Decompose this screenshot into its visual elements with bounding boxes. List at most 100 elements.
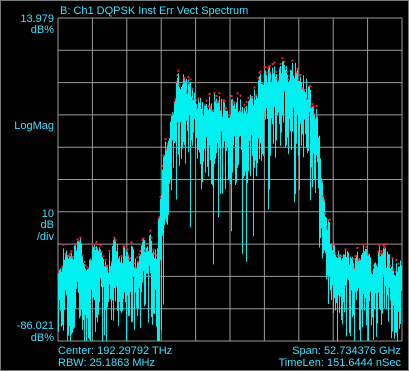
peak-marker	[394, 270, 397, 273]
peak-marker	[110, 260, 113, 263]
peak-marker	[367, 253, 370, 256]
y-scale-value: 10	[41, 208, 54, 220]
peak-marker	[247, 96, 250, 99]
peak-marker	[322, 195, 325, 198]
peak-marker	[283, 60, 286, 63]
peak-marker	[137, 261, 140, 264]
peak-marker	[95, 241, 98, 244]
y-scale-per: /div	[36, 231, 54, 243]
peak-marker	[352, 258, 355, 261]
peak-marker	[356, 246, 359, 249]
peak-marker	[205, 99, 208, 102]
y-top-unit: dB%	[30, 24, 54, 36]
peak-marker	[197, 97, 200, 100]
peak-marker	[281, 57, 284, 60]
peak-marker	[140, 243, 143, 246]
peak-marker	[144, 249, 147, 252]
peak-marker	[150, 236, 153, 239]
peak-marker	[149, 229, 152, 232]
peak-marker	[380, 250, 383, 253]
peak-marker	[91, 242, 94, 245]
peak-marker	[276, 77, 279, 80]
peak-marker	[303, 88, 306, 91]
peak-marker	[313, 112, 316, 115]
peak-marker	[337, 250, 340, 253]
peak-marker	[269, 71, 272, 74]
peak-marker	[187, 76, 190, 79]
peak-marker	[338, 254, 341, 257]
peak-marker	[265, 71, 268, 74]
peak-marker	[225, 107, 228, 110]
peak-marker	[164, 138, 167, 141]
peak-marker	[138, 253, 141, 256]
peak-marker	[130, 241, 133, 244]
y-scale-unit: dB	[40, 219, 54, 231]
peak-marker	[331, 245, 334, 248]
peak-marker	[152, 248, 155, 251]
peak-marker	[382, 244, 385, 247]
peak-marker	[153, 253, 156, 256]
peak-marker	[184, 79, 187, 82]
peak-marker	[353, 266, 356, 269]
peak-marker	[223, 100, 226, 103]
peak-marker	[76, 238, 79, 241]
peak-marker	[192, 97, 195, 100]
peak-marker	[188, 82, 191, 85]
peak-marker	[284, 66, 287, 69]
peak-marker	[270, 79, 273, 82]
peak-marker	[146, 242, 149, 245]
peak-marker	[333, 243, 336, 246]
peak-marker	[389, 264, 392, 267]
peak-marker	[362, 243, 365, 246]
peak-marker	[202, 111, 205, 114]
peak-marker	[127, 254, 130, 257]
peak-marker	[297, 78, 300, 81]
peak-marker	[217, 100, 220, 103]
peak-marker	[251, 95, 254, 98]
peak-marker	[316, 115, 319, 118]
peak-marker	[355, 254, 358, 257]
peak-marker	[301, 86, 304, 89]
peak-marker	[107, 269, 110, 272]
y-format-label: LogMag	[14, 120, 54, 132]
peak-marker	[94, 246, 97, 249]
peak-marker	[328, 218, 331, 221]
peak-marker	[228, 114, 231, 117]
peak-marker	[133, 262, 136, 265]
peak-marker	[172, 112, 175, 115]
peak-marker	[323, 198, 326, 201]
y-bottom-value: -86.021	[16, 320, 54, 332]
peak-marker	[253, 86, 256, 89]
peak-marker	[291, 59, 294, 62]
peak-marker	[106, 264, 109, 267]
peak-marker	[278, 67, 281, 70]
y-bottom-unit: dB%	[30, 332, 54, 344]
peak-marker	[254, 95, 257, 98]
peak-marker	[139, 250, 142, 253]
peak-marker	[340, 255, 343, 258]
peak-marker	[233, 101, 236, 104]
peak-marker	[214, 99, 217, 102]
peak-marker	[136, 256, 139, 259]
peak-marker	[271, 63, 274, 66]
peak-marker	[69, 252, 72, 255]
peak-marker	[312, 105, 315, 108]
peak-marker	[295, 71, 298, 74]
peak-marker	[397, 262, 400, 265]
peak-marker	[183, 76, 186, 79]
peak-marker	[262, 82, 265, 85]
peak-marker	[104, 258, 107, 261]
peak-marker	[74, 242, 77, 245]
peak-marker	[372, 264, 375, 267]
peak-marker	[123, 245, 126, 248]
peak-marker	[191, 87, 194, 90]
peak-marker	[62, 243, 65, 246]
peak-marker	[68, 254, 71, 257]
peak-marker	[155, 254, 158, 257]
peak-marker	[239, 94, 242, 97]
peak-marker	[114, 239, 117, 242]
peak-marker	[264, 66, 267, 69]
peak-marker	[255, 93, 258, 96]
peak-marker	[334, 251, 337, 254]
peak-marker	[218, 92, 221, 95]
